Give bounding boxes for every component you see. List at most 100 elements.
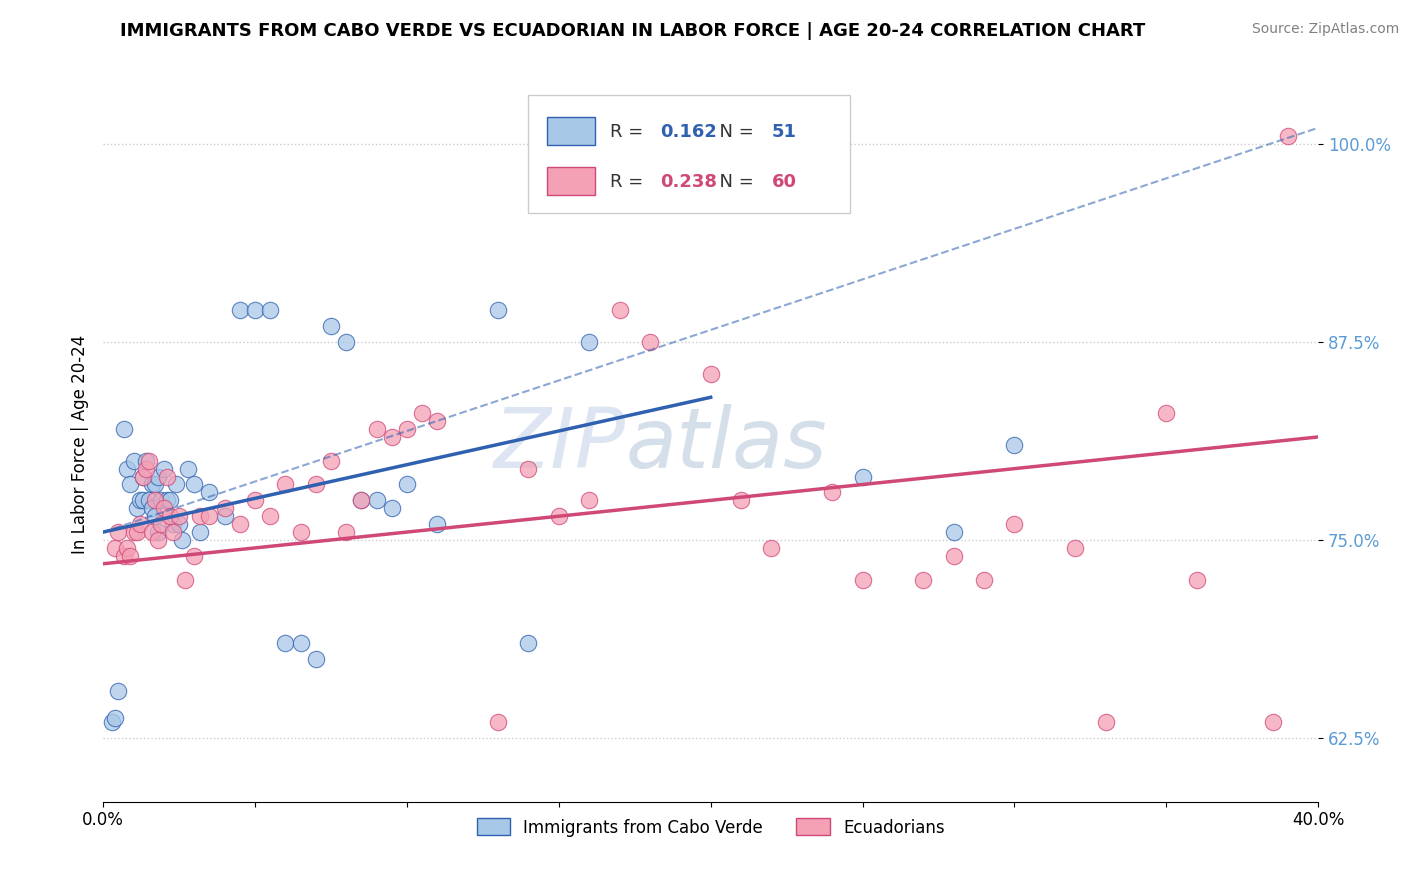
Point [143, 509, 166, 524]
Text: N =: N = [709, 123, 759, 141]
Text: R =: R = [610, 172, 648, 191]
Point [486, 303, 509, 318]
Point [107, 524, 129, 539]
FancyBboxPatch shape [529, 95, 851, 213]
Point [125, 524, 148, 539]
Point [117, 541, 139, 555]
Point [122, 453, 145, 467]
Point [131, 493, 153, 508]
Point [243, 493, 266, 508]
Point [198, 485, 221, 500]
Point [942, 524, 965, 539]
Point [214, 501, 236, 516]
Point [104, 541, 127, 555]
Point [243, 303, 266, 318]
Point [259, 509, 281, 524]
Point [699, 367, 721, 381]
Point [638, 334, 661, 349]
Point [395, 422, 418, 436]
Text: IMMIGRANTS FROM CABO VERDE VS ECUADORIAN IN LABOR FORCE | AGE 20-24 CORRELATION : IMMIGRANTS FROM CABO VERDE VS ECUADORIAN… [120, 22, 1146, 40]
Point [274, 477, 297, 491]
Point [143, 477, 166, 491]
Text: 51: 51 [772, 123, 796, 141]
Point [366, 422, 388, 436]
Point [135, 453, 157, 467]
Point [381, 430, 404, 444]
Text: 0.238: 0.238 [659, 172, 717, 191]
Point [1261, 715, 1284, 730]
Point [290, 636, 312, 650]
Point [609, 303, 631, 318]
Point [128, 517, 150, 532]
Legend: Immigrants from Cabo Verde, Ecuadorians: Immigrants from Cabo Verde, Ecuadorians [470, 812, 952, 843]
Text: R =: R = [610, 123, 648, 141]
Point [153, 461, 176, 475]
Point [547, 509, 569, 524]
Point [141, 524, 163, 539]
Point [120, 549, 142, 563]
Point [366, 493, 388, 508]
Text: Source: ZipAtlas.com: Source: ZipAtlas.com [1251, 22, 1399, 37]
Point [183, 549, 205, 563]
Point [411, 406, 433, 420]
Point [335, 334, 357, 349]
Point [131, 469, 153, 483]
Point [162, 524, 184, 539]
Point [159, 509, 181, 524]
Point [229, 303, 252, 318]
Point [183, 477, 205, 491]
Point [305, 477, 328, 491]
Point [319, 453, 342, 467]
Point [117, 461, 139, 475]
FancyBboxPatch shape [547, 117, 595, 145]
Point [141, 501, 163, 516]
Point [335, 524, 357, 539]
Point [426, 517, 449, 532]
Point [143, 493, 166, 508]
Point [517, 461, 540, 475]
Point [517, 636, 540, 650]
Point [1004, 517, 1026, 532]
Point [128, 493, 150, 508]
Point [149, 493, 172, 508]
Point [112, 422, 135, 436]
Point [912, 573, 935, 587]
Point [730, 493, 752, 508]
Point [259, 303, 281, 318]
Point [162, 517, 184, 532]
Point [177, 461, 200, 475]
Point [153, 501, 176, 516]
Point [852, 573, 875, 587]
Point [319, 318, 342, 333]
Point [120, 477, 142, 491]
Text: 60: 60 [772, 172, 796, 191]
Point [229, 517, 252, 532]
Text: 0.162: 0.162 [659, 123, 717, 141]
Point [188, 509, 211, 524]
Text: atlas: atlas [626, 404, 827, 485]
Point [107, 683, 129, 698]
Point [104, 710, 127, 724]
Point [159, 493, 181, 508]
Point [821, 485, 844, 500]
Point [1156, 406, 1178, 420]
Point [101, 715, 124, 730]
Point [131, 469, 153, 483]
Point [167, 509, 190, 524]
Point [942, 549, 965, 563]
Point [852, 469, 875, 483]
Point [1094, 715, 1116, 730]
FancyBboxPatch shape [547, 167, 595, 195]
Text: ZIP: ZIP [494, 404, 626, 485]
Point [188, 524, 211, 539]
Point [122, 524, 145, 539]
Point [578, 493, 600, 508]
Point [125, 501, 148, 516]
Y-axis label: In Labor Force | Age 20-24: In Labor Force | Age 20-24 [72, 335, 89, 555]
Point [138, 453, 160, 467]
Point [1277, 128, 1299, 143]
Point [305, 652, 328, 666]
Point [426, 414, 449, 428]
Point [395, 477, 418, 491]
Point [1064, 541, 1087, 555]
